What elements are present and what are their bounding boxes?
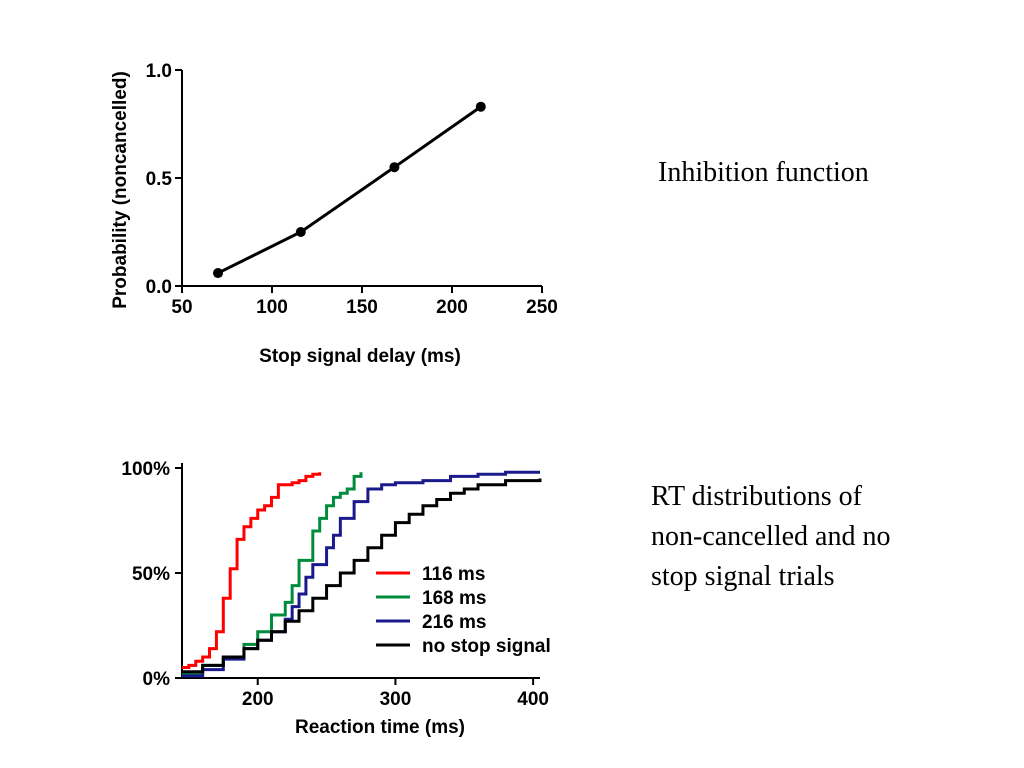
legend-label: 216 ms — [422, 612, 486, 633]
y-tick-label: 0% — [143, 669, 171, 690]
x-tick-label: 250 — [526, 297, 558, 318]
data-point — [213, 268, 223, 279]
x-tick-label: 150 — [346, 297, 378, 318]
x-tick-label: 100 — [256, 297, 288, 318]
x-axis-label: Stop signal delay (ms) — [259, 346, 461, 367]
legend-label: 116 ms — [422, 564, 485, 585]
x-tick-label: 200 — [436, 297, 468, 318]
data-point — [475, 101, 486, 112]
caption-line: RT distributions of — [651, 481, 862, 512]
series-line — [217, 105, 482, 275]
inhibition-chart: 50 100 150 200 250 0.0 0.5 1.0 Stop signal dela… — [110, 61, 558, 367]
x-axis-label: Reaction time (ms) — [295, 717, 465, 738]
rt-distribution-chart: 200 300 400 0% 50% 100% 116 ms 168 ms 216 ms no … — [121, 459, 550, 738]
legend: 116 ms 168 ms 216 ms no stop signal — [376, 564, 551, 657]
legend-label: 168 ms — [422, 588, 486, 609]
inhibition-caption: Inhibition function — [658, 153, 869, 193]
series-step-line — [182, 478, 542, 674]
x-tick-label: 400 — [517, 689, 549, 710]
y-tick-label: 0.5 — [146, 169, 173, 190]
x-tick-label: 300 — [380, 689, 412, 710]
legend-label: no stop signal — [422, 636, 551, 657]
y-tick-label: 100% — [121, 459, 170, 480]
y-tick-label: 50% — [132, 564, 170, 585]
y-tick-label: 0.0 — [146, 277, 172, 298]
x-tick-label: 200 — [242, 689, 274, 710]
caption-line: stop signal trials — [651, 561, 835, 592]
series-step-line — [182, 472, 322, 669]
y-tick-label: 1.0 — [146, 61, 172, 82]
x-tick-label: 50 — [171, 297, 192, 318]
data-point — [389, 162, 400, 173]
y-axis-label: Probability (noncancelled) — [110, 71, 131, 309]
data-point — [295, 227, 306, 237]
caption-line: Inhibition function — [658, 157, 869, 188]
caption-line: non-cancelled and no — [651, 521, 891, 552]
rt-caption: RT distributions of non-cancelled and no… — [651, 477, 890, 597]
